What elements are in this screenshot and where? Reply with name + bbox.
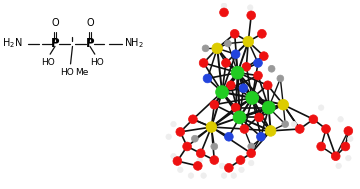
Circle shape xyxy=(220,8,228,17)
Circle shape xyxy=(211,143,218,150)
Circle shape xyxy=(347,136,353,141)
Circle shape xyxy=(230,29,239,38)
Circle shape xyxy=(248,5,253,10)
Circle shape xyxy=(171,153,176,159)
Circle shape xyxy=(346,155,351,161)
Circle shape xyxy=(260,52,268,60)
Circle shape xyxy=(212,43,222,54)
Circle shape xyxy=(206,122,217,132)
Text: P: P xyxy=(86,37,94,50)
Circle shape xyxy=(192,135,198,142)
Circle shape xyxy=(341,142,350,151)
Circle shape xyxy=(231,50,240,59)
Circle shape xyxy=(239,84,248,93)
Circle shape xyxy=(225,163,233,172)
Circle shape xyxy=(248,160,254,166)
Circle shape xyxy=(193,162,202,170)
Circle shape xyxy=(173,157,182,165)
Circle shape xyxy=(246,92,258,104)
Circle shape xyxy=(255,113,264,122)
Circle shape xyxy=(268,65,275,72)
Circle shape xyxy=(233,111,246,124)
Circle shape xyxy=(199,59,208,67)
Circle shape xyxy=(231,173,237,178)
Circle shape xyxy=(338,117,343,122)
Text: P: P xyxy=(51,37,59,50)
Circle shape xyxy=(247,11,256,20)
Circle shape xyxy=(309,115,318,124)
Circle shape xyxy=(219,163,225,169)
Circle shape xyxy=(242,62,251,71)
Circle shape xyxy=(231,103,240,112)
Circle shape xyxy=(291,121,297,127)
Circle shape xyxy=(236,156,245,164)
Circle shape xyxy=(262,101,275,114)
Circle shape xyxy=(210,156,219,164)
Text: HO: HO xyxy=(60,68,73,77)
Circle shape xyxy=(282,121,289,128)
Circle shape xyxy=(247,149,256,158)
Text: HO: HO xyxy=(41,58,55,67)
Circle shape xyxy=(189,115,197,124)
Circle shape xyxy=(166,134,171,139)
Circle shape xyxy=(248,143,255,150)
Circle shape xyxy=(257,29,266,38)
Circle shape xyxy=(183,142,192,151)
Circle shape xyxy=(317,142,325,151)
Circle shape xyxy=(331,152,340,160)
Circle shape xyxy=(188,173,194,178)
Circle shape xyxy=(254,59,262,67)
Circle shape xyxy=(265,125,276,136)
Circle shape xyxy=(221,173,227,178)
Text: Me: Me xyxy=(75,68,89,77)
Text: H$_2$N: H$_2$N xyxy=(1,37,22,50)
Circle shape xyxy=(225,40,231,47)
Circle shape xyxy=(176,128,185,136)
Circle shape xyxy=(277,75,284,82)
Text: HO: HO xyxy=(90,58,104,67)
Circle shape xyxy=(254,71,262,80)
Circle shape xyxy=(197,157,202,163)
Circle shape xyxy=(222,59,230,67)
Circle shape xyxy=(196,149,205,158)
Circle shape xyxy=(201,173,206,178)
Circle shape xyxy=(321,125,330,133)
Circle shape xyxy=(221,3,227,8)
Circle shape xyxy=(203,74,212,83)
Circle shape xyxy=(239,167,244,173)
Circle shape xyxy=(319,105,324,110)
Circle shape xyxy=(231,66,244,79)
Circle shape xyxy=(278,99,289,110)
Circle shape xyxy=(225,132,233,141)
Circle shape xyxy=(296,125,304,133)
Circle shape xyxy=(264,81,272,90)
Circle shape xyxy=(243,36,254,47)
Circle shape xyxy=(344,127,353,135)
Circle shape xyxy=(177,167,183,173)
Circle shape xyxy=(171,121,176,127)
Text: O: O xyxy=(86,18,94,28)
Circle shape xyxy=(202,45,209,52)
Circle shape xyxy=(226,81,235,90)
Circle shape xyxy=(216,86,228,98)
Circle shape xyxy=(210,100,219,109)
Circle shape xyxy=(336,163,341,169)
Text: O: O xyxy=(51,18,59,28)
Circle shape xyxy=(240,125,249,133)
Text: NH$_2$: NH$_2$ xyxy=(124,37,144,50)
Circle shape xyxy=(257,132,265,141)
